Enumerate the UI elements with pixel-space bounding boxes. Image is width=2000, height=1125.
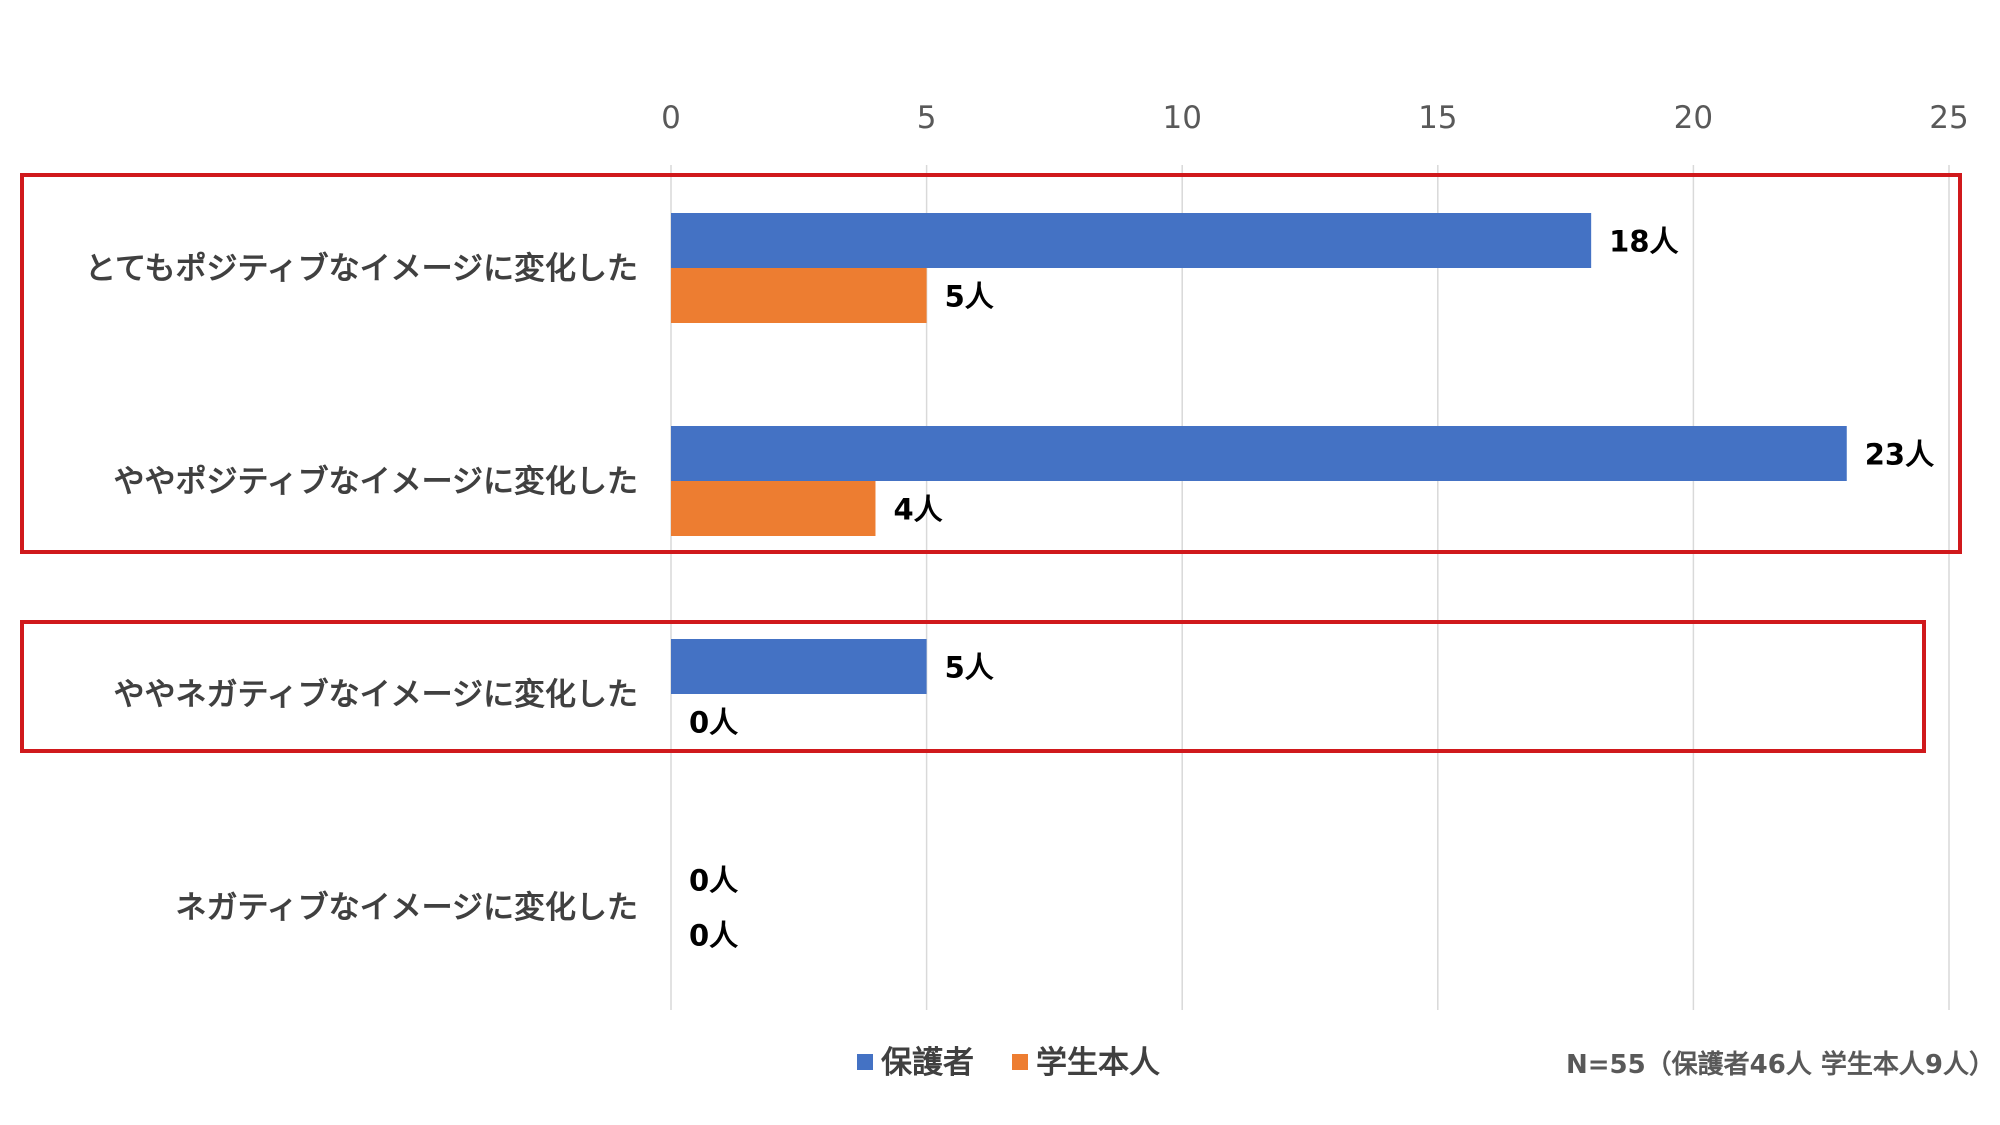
x-axis-ticks: 0 5 10 15 20 25 (661, 100, 1969, 136)
legend-swatch-students (1012, 1054, 1028, 1070)
legend-label-parents: 保護者 (881, 1045, 974, 1081)
x-tick-label-20: 20 (1674, 100, 1713, 136)
x-tick-label-5: 5 (917, 100, 937, 136)
x-tick-label-10: 10 (1162, 100, 1201, 136)
sample-size-note: N=55（保護者46人 学生本人9人） (1566, 1049, 1995, 1080)
data-label-parents-2: 5人 (945, 651, 994, 685)
highlight-box-0 (20, 173, 1962, 554)
legend-swatch-parents (857, 1054, 873, 1070)
bar-parents-1 (671, 426, 1847, 481)
data-label-students-0: 5人 (945, 280, 994, 314)
category-label-3: ネガティブなイメージに変化した (175, 890, 638, 926)
legend-label-students: 学生本人 (1036, 1045, 1160, 1081)
category-label-2: ややネガティブなイメージに変化した (113, 677, 638, 713)
data-label-students-3: 0人 (689, 919, 738, 953)
category-label-1: ややポジティブなイメージに変化した (113, 464, 638, 500)
data-label-students-1: 4人 (893, 493, 942, 527)
data-label-students-2: 0人 (689, 706, 738, 740)
bar-parents-0 (671, 213, 1592, 268)
legend: 保護者 学生本人 (857, 1045, 1160, 1081)
bars (671, 213, 1847, 694)
bar-parents-2 (671, 639, 927, 694)
category-labels: とてもポジティブなイメージに変化したややポジティブなイメージに変化したややネガテ… (85, 251, 638, 926)
data-label-parents-1: 23人 (1865, 438, 1934, 472)
data-label-parents-0: 18人 (1609, 225, 1678, 259)
bar-students-0 (671, 268, 927, 323)
bar-students-1 (671, 481, 876, 536)
x-tick-label-25: 25 (1929, 100, 1968, 136)
x-tick-label-15: 15 (1418, 100, 1457, 136)
x-tick-label-0: 0 (661, 100, 681, 136)
data-labels: 18人 5人 23人 4人 5人 0人 0人 0人 (689, 225, 1934, 953)
category-label-0: とてもポジティブなイメージに変化した (85, 251, 638, 287)
data-label-parents-3: 0人 (689, 864, 738, 898)
highlight-boxes (20, 173, 1962, 753)
highlight-box-1 (20, 620, 1926, 753)
